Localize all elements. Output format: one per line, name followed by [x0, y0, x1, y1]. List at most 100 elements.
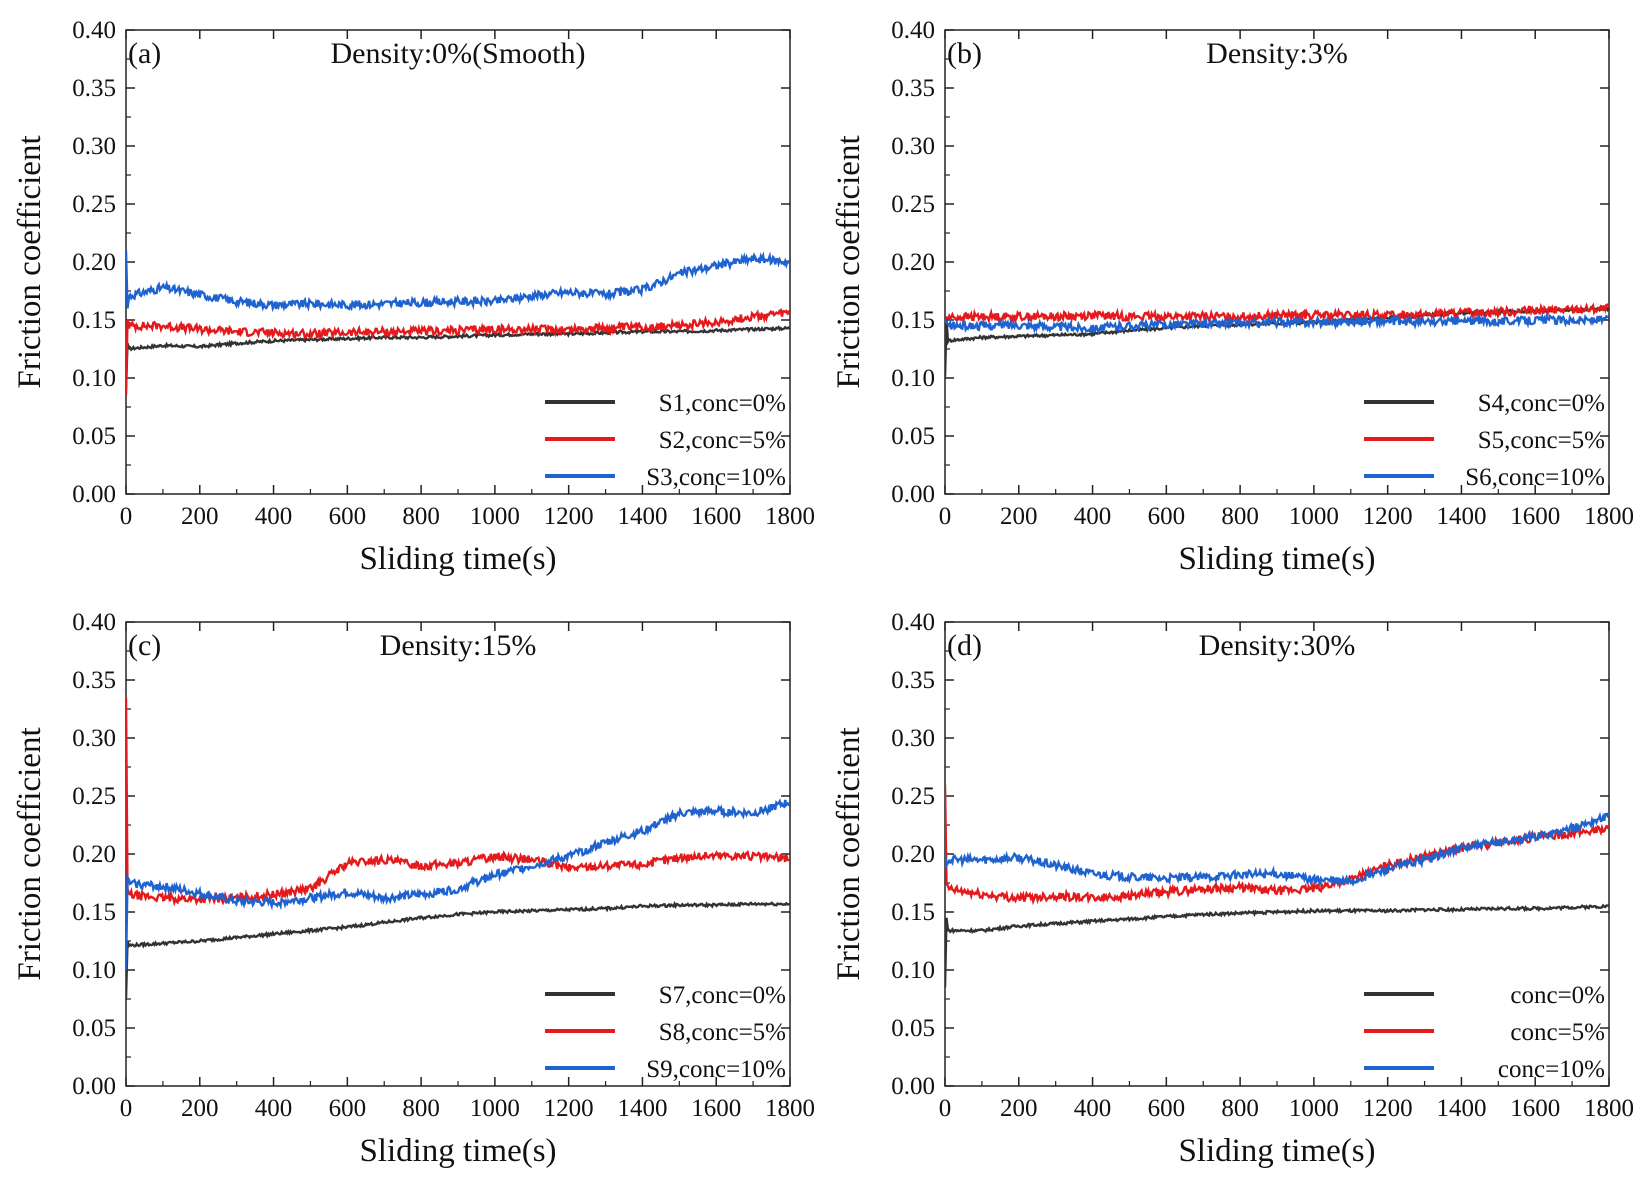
x-tick-label: 800 [1221, 503, 1259, 530]
x-tick-label: 1800 [765, 1095, 815, 1122]
x-tick-label: 1400 [1436, 503, 1486, 530]
y-tick-label: 0.00 [72, 1073, 116, 1100]
y-tick-label: 0.00 [72, 481, 116, 508]
x-tick-label: 200 [1000, 503, 1038, 530]
x-tick-label: 1600 [691, 503, 741, 530]
legend-label: S7,conc=0% [659, 982, 786, 1009]
legend-label: S8,conc=5% [659, 1019, 786, 1046]
y-axis-title: Friction coefficient [12, 727, 48, 980]
y-tick-label: 0.15 [72, 899, 116, 926]
x-tick-label: 1000 [470, 1095, 520, 1122]
x-axis-title: Sliding time(s) [359, 541, 556, 577]
plot-frame [944, 29, 1610, 495]
y-tick-label: 0.20 [72, 249, 116, 276]
legend-label: S6,conc=10% [1465, 464, 1605, 491]
y-tick-label: 0.30 [891, 133, 935, 160]
y-tick-label: 0.00 [891, 1073, 935, 1100]
x-tick-label: 0 [120, 1095, 133, 1122]
x-tick-label: 1000 [470, 503, 520, 530]
y-tick-label: 0.05 [891, 423, 935, 450]
y-tick-label: 0.25 [72, 783, 116, 810]
panel-title: Density:30% [1199, 629, 1356, 662]
x-tick-label: 600 [329, 1095, 367, 1122]
series-line-1 [126, 900, 790, 1000]
x-tick-label: 1000 [1289, 503, 1339, 530]
legend-label: S1,conc=0% [659, 390, 786, 417]
x-tick-label: 1400 [617, 1095, 667, 1122]
y-tick-label: 0.20 [72, 841, 116, 868]
plot-frame [125, 621, 791, 1087]
y-tick-label: 0.40 [891, 17, 935, 44]
legend-label: S2,conc=5% [659, 427, 786, 454]
x-tick-label: 0 [939, 503, 952, 530]
y-tick-label: 0.30 [72, 133, 116, 160]
y-tick-label: 0.15 [72, 307, 116, 334]
x-axis-title: Sliding time(s) [1178, 541, 1375, 577]
x-tick-label: 1200 [1363, 503, 1413, 530]
panel-title: Density:0%(Smooth) [331, 37, 586, 70]
y-tick-label: 0.35 [72, 75, 116, 102]
x-tick-label: 1000 [1289, 1095, 1339, 1122]
x-tick-label: 1200 [1363, 1095, 1413, 1122]
series-line-1 [126, 325, 790, 390]
y-tick-label: 0.25 [891, 191, 935, 218]
y-tick-label: 0.25 [72, 191, 116, 218]
series-line-2 [126, 308, 790, 396]
x-tick-label: 400 [1074, 1095, 1112, 1122]
chart-panel-c: 0 200 400 600 800 1000 1200 1400 1600 1800 0.00 0.0… [12, 609, 815, 1169]
plot-frame [125, 29, 791, 495]
panel-letter: (c) [128, 629, 161, 662]
legend-label: conc=0% [1510, 982, 1605, 1009]
x-tick-label: 0 [939, 1095, 952, 1122]
x-tick-label: 1800 [1584, 503, 1634, 530]
y-tick-label: 0.40 [72, 609, 116, 636]
y-tick-label: 0.05 [891, 1015, 935, 1042]
x-tick-label: 1800 [765, 503, 815, 530]
y-tick-label: 0.35 [891, 75, 935, 102]
panel-letter: (d) [947, 629, 982, 662]
legend-label: S4,conc=0% [1478, 390, 1605, 417]
legend-label: S9,conc=10% [646, 1056, 786, 1083]
series-line-1 [945, 903, 1609, 988]
chart-panel-b: 0 200 400 600 800 1000 1200 1400 1600 1800 0.00 0.0… [831, 17, 1634, 577]
y-tick-label: 0.20 [891, 841, 935, 868]
x-tick-label: 0 [120, 503, 133, 530]
y-axis-title: Friction coefficient [831, 727, 867, 980]
y-tick-label: 0.25 [891, 783, 935, 810]
x-tick-label: 600 [1148, 503, 1186, 530]
series-line-3 [126, 250, 790, 313]
series-line-2 [945, 302, 1609, 325]
y-tick-label: 0.05 [72, 1015, 116, 1042]
x-tick-label: 1600 [691, 1095, 741, 1122]
y-tick-label: 0.05 [72, 423, 116, 450]
x-tick-label: 400 [255, 1095, 293, 1122]
y-tick-label: 0.30 [72, 725, 116, 752]
x-axis-title: Sliding time(s) [359, 1133, 556, 1169]
legend-label: conc=10% [1498, 1056, 1605, 1083]
y-axis-title: Friction coefficient [12, 135, 48, 388]
series-line-3 [945, 312, 1609, 335]
series-line-3 [945, 811, 1609, 888]
x-tick-label: 800 [1221, 1095, 1259, 1122]
legend-label: S3,conc=10% [646, 464, 786, 491]
legend-label: S5,conc=5% [1478, 427, 1605, 454]
series-line-3 [126, 798, 790, 971]
x-tick-label: 200 [1000, 1095, 1038, 1122]
y-tick-label: 0.15 [891, 307, 935, 334]
y-tick-label: 0.40 [72, 17, 116, 44]
x-tick-label: 1400 [1436, 1095, 1486, 1122]
x-tick-label: 400 [255, 503, 293, 530]
x-tick-label: 800 [402, 1095, 440, 1122]
series-line-2 [126, 697, 790, 907]
y-tick-label: 0.35 [72, 667, 116, 694]
x-tick-label: 1600 [1510, 1095, 1560, 1122]
y-tick-label: 0.35 [891, 667, 935, 694]
y-tick-label: 0.10 [72, 957, 116, 984]
y-tick-label: 0.40 [891, 609, 935, 636]
panel-letter: (b) [947, 37, 982, 70]
chart-panel-a: 0 200 400 600 800 1000 1200 1400 1600 1800 0.00 0.0… [12, 17, 815, 577]
x-tick-label: 1200 [544, 503, 594, 530]
x-tick-label: 600 [329, 503, 367, 530]
y-tick-label: 0.00 [891, 481, 935, 508]
